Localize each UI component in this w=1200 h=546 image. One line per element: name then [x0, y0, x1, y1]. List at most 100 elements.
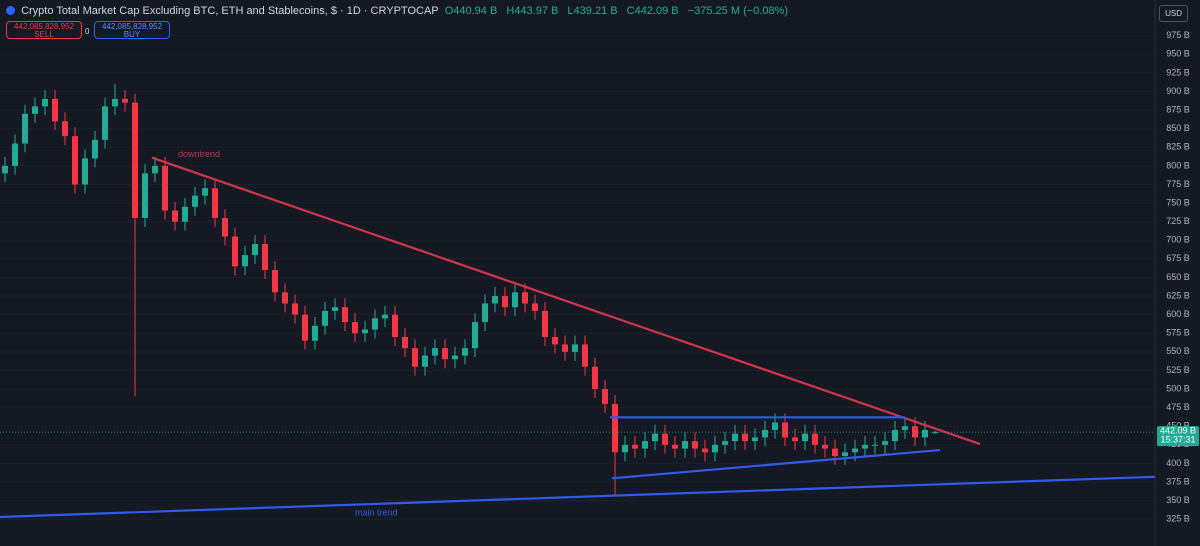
y-tick-label: 725 B [1166, 216, 1190, 226]
annotation: downtrend [178, 149, 220, 159]
candle-body [772, 422, 778, 430]
candle-body [652, 433, 658, 442]
candle-body [192, 195, 198, 207]
candle-body [592, 366, 598, 390]
candle-body [462, 348, 468, 356]
candle-body [902, 426, 908, 430]
candle-body [402, 336, 408, 349]
candle-body [132, 102, 138, 218]
candle-body [82, 158, 88, 185]
candle-body [672, 444, 678, 449]
candle-body [312, 325, 318, 341]
candle-body [572, 344, 578, 352]
candle-body [892, 429, 898, 442]
candle-body [722, 441, 728, 445]
header: Crypto Total Market Cap Excluding BTC, E… [6, 5, 791, 17]
candle-body [162, 165, 168, 211]
candle-body [412, 348, 418, 367]
candle-body [522, 292, 528, 304]
candle-body [512, 292, 518, 308]
candle-body [12, 143, 18, 166]
y-tick-label: 850 B [1166, 123, 1190, 133]
candle-body [322, 310, 328, 326]
y-tick-label: 350 B [1166, 495, 1190, 505]
y-tick-label: 400 B [1166, 458, 1190, 468]
candle-body [602, 389, 608, 404]
candle-body [92, 139, 98, 159]
candle-body [392, 314, 398, 337]
candle-body [552, 336, 558, 345]
candle-body [532, 303, 538, 311]
candle-body [762, 429, 768, 438]
candle-body [172, 210, 178, 222]
y-tick-label: 650 B [1166, 272, 1190, 282]
y-tick-label: 800 B [1166, 160, 1190, 170]
candle-body [872, 444, 878, 446]
candle-body [882, 441, 888, 445]
y-tick-label: 375 B [1166, 476, 1190, 486]
y-tick-label: 750 B [1166, 197, 1190, 207]
sell-label: SELL [34, 30, 54, 39]
candle-body [682, 441, 688, 449]
candle-body [152, 165, 158, 174]
candle-body [382, 314, 388, 319]
symbol-icon [6, 6, 15, 15]
spread: 0 [85, 27, 90, 36]
low-value: L439.21 B [567, 5, 618, 17]
candle-body [612, 403, 618, 453]
y-tick-label: 675 B [1166, 253, 1190, 263]
y-tick-label: 925 B [1166, 67, 1190, 77]
sell-button[interactable]: 442,085,828,952 SELL [6, 21, 82, 39]
y-tick-label: 950 B [1166, 49, 1190, 59]
y-tick-label: 700 B [1166, 235, 1190, 245]
y-tick-label: 775 B [1166, 179, 1190, 189]
candle-body [922, 429, 928, 438]
candle-body [562, 344, 568, 352]
candle-body [142, 173, 148, 218]
candle-body [52, 98, 58, 122]
candle-body [792, 437, 798, 442]
candle-body [742, 433, 748, 442]
open-value: O440.94 B [444, 5, 498, 17]
candle-body [932, 432, 938, 434]
y-tick-label: 525 B [1166, 365, 1190, 375]
open-text: 440.94 B [453, 5, 498, 17]
candle-body [292, 303, 298, 315]
y-tick-label: 900 B [1166, 86, 1190, 96]
chart-title: Crypto Total Market Cap Excluding BTC, E… [21, 5, 439, 17]
candle-body [782, 422, 788, 438]
candle-body [362, 329, 368, 334]
candle-body [22, 113, 28, 144]
change-value: −375.25 M (−0.08%) [687, 5, 789, 17]
candle-body [352, 322, 358, 334]
candle-body [642, 441, 648, 449]
candle-body [492, 296, 498, 304]
candle-body [472, 322, 478, 349]
y-tick-label: 475 B [1166, 402, 1190, 412]
candle-body [372, 318, 378, 330]
currency-button[interactable]: USD [1159, 5, 1188, 22]
candle-body [712, 444, 718, 453]
candle-body [822, 444, 828, 449]
candle-body [32, 106, 38, 114]
y-tick-label: 875 B [1166, 104, 1190, 114]
candle-body [702, 448, 708, 453]
price-axis-bg [1155, 0, 1200, 546]
candle-body [242, 255, 248, 267]
y-tick-label: 625 B [1166, 290, 1190, 300]
candle-body [302, 314, 308, 341]
candle-body [262, 243, 268, 271]
candle-body [502, 296, 508, 308]
y-tick-label: 450 B [1166, 421, 1190, 431]
candle-body [862, 444, 868, 449]
annotation: main trend [355, 508, 398, 518]
candle-body [122, 98, 128, 103]
candle-body [72, 136, 78, 185]
candle-body [442, 348, 448, 360]
y-tick-label: 550 B [1166, 346, 1190, 356]
y-tick-label: 575 B [1166, 328, 1190, 338]
buy-button[interactable]: 442,085,828,952 BUY [94, 21, 170, 39]
candle-body [232, 236, 238, 267]
sell-price: 442,085,828,952 [13, 22, 75, 31]
